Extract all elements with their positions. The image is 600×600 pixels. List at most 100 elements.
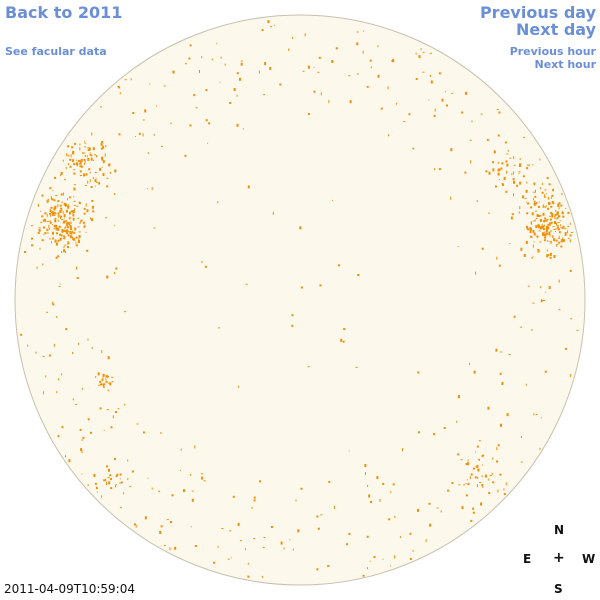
activity-speck (489, 475, 492, 476)
activity-speck (78, 202, 81, 205)
activity-speck (49, 212, 52, 215)
activity-speck (87, 338, 89, 341)
activity-speck (48, 227, 50, 230)
activity-speck (496, 447, 498, 451)
activity-speck (96, 181, 99, 183)
activity-speck (391, 60, 393, 62)
activity-speck (74, 142, 77, 145)
activity-speck (457, 246, 459, 248)
activity-speck (520, 247, 523, 251)
activity-speck (80, 219, 83, 222)
activity-speck (129, 485, 132, 487)
activity-speck (46, 228, 48, 232)
activity-speck (134, 523, 136, 526)
back-to-year-link[interactable]: Back to 2011 (5, 3, 123, 22)
activity-speck (46, 221, 49, 222)
activity-speck (41, 215, 44, 218)
activity-speck (64, 230, 67, 233)
activity-speck (66, 222, 68, 225)
activity-speck (519, 158, 521, 161)
activity-speck (492, 168, 495, 172)
activity-speck (546, 231, 549, 233)
activity-speck (270, 26, 273, 28)
activity-speck (220, 56, 222, 59)
activity-speck (57, 435, 60, 438)
next-hour-link[interactable]: Next hour (534, 58, 597, 71)
activity-speck (513, 193, 514, 197)
activity-speck (49, 221, 52, 224)
activity-speck (78, 240, 80, 243)
activity-speck (504, 141, 507, 144)
activity-speck (496, 460, 498, 463)
activity-speck (544, 194, 545, 198)
activity-speck (58, 286, 61, 288)
activity-speck (550, 205, 553, 208)
activity-speck (63, 202, 66, 206)
activity-speck (109, 382, 112, 386)
activity-speck (562, 210, 563, 214)
activity-speck (50, 206, 53, 209)
activity-speck (111, 376, 114, 378)
activity-speck (118, 86, 121, 89)
activity-speck (546, 219, 549, 221)
activity-speck (101, 377, 104, 379)
activity-speck (547, 196, 549, 200)
activity-speck (80, 220, 82, 223)
activity-speck (555, 210, 557, 212)
activity-speck (61, 426, 64, 429)
activity-speck (554, 214, 557, 217)
activity-speck (53, 343, 55, 347)
activity-speck (102, 173, 105, 176)
activity-speck (382, 482, 385, 485)
activity-speck (57, 200, 60, 203)
activity-speck (106, 177, 109, 179)
activity-speck (291, 36, 293, 39)
activity-speck (229, 530, 232, 532)
activity-speck (72, 398, 74, 401)
see-facular-data-link[interactable]: See facular data (5, 45, 107, 58)
activity-speck (172, 70, 175, 74)
activity-speck (64, 220, 67, 223)
activity-speck (519, 181, 522, 185)
activity-speck (40, 210, 42, 212)
activity-speck (451, 482, 454, 484)
activity-speck (362, 574, 365, 577)
activity-speck (458, 484, 461, 486)
previous-day-link[interactable]: Previous day (479, 3, 596, 22)
activity-speck (158, 490, 161, 492)
activity-speck (355, 366, 358, 368)
activity-speck (57, 204, 59, 208)
activity-speck (64, 217, 66, 219)
activity-speck (43, 234, 45, 236)
activity-speck (49, 187, 52, 190)
activity-speck (119, 478, 121, 480)
activity-speck (94, 185, 96, 187)
activity-speck (54, 239, 57, 243)
activity-speck (100, 142, 103, 146)
activity-speck (434, 108, 436, 112)
next-day-link[interactable]: Next day (516, 20, 596, 39)
activity-speck (545, 228, 548, 232)
activity-speck (529, 230, 532, 233)
activity-speck (89, 152, 91, 154)
activity-speck (205, 89, 208, 92)
activity-speck (335, 47, 338, 50)
previous-hour-link[interactable]: Previous hour (509, 45, 596, 58)
activity-speck (363, 30, 364, 32)
activity-speck (170, 521, 172, 524)
activity-speck (465, 483, 467, 485)
activity-speck (533, 232, 536, 236)
activity-speck (76, 205, 79, 207)
activity-speck (475, 271, 477, 275)
activity-speck (542, 232, 544, 236)
activity-speck (553, 255, 556, 258)
activity-speck (428, 502, 431, 505)
activity-speck (440, 510, 442, 513)
activity-speck (142, 119, 145, 121)
activity-speck (62, 192, 64, 196)
activity-speck (513, 171, 515, 175)
activity-speck (62, 229, 65, 232)
activity-speck (545, 225, 548, 229)
activity-speck (166, 519, 169, 521)
activity-speck (253, 538, 256, 540)
